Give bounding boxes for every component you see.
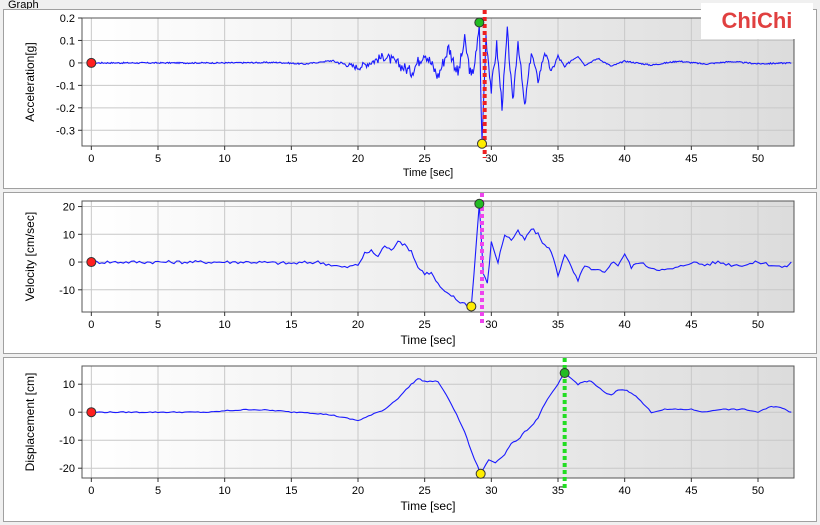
- x-axis-label: Time [sec]: [403, 167, 453, 179]
- x-tick-label: 40: [619, 153, 631, 165]
- plot-area: [82, 366, 794, 478]
- y-tick-label: -0.1: [56, 80, 75, 92]
- velocity-chart-panel: 0 5 10 15 20 25 30 35 40 45 50 20 10 0 -10 Time [sec] Ve…: [3, 192, 817, 354]
- series-line: [90, 203, 792, 307]
- x-tick-label: 30: [485, 319, 497, 331]
- y-tick-label: -20: [59, 463, 75, 475]
- max-marker[interactable]: [559, 368, 570, 378]
- x-tick-label: 20: [352, 319, 364, 331]
- min-marker[interactable]: [475, 468, 486, 479]
- x-tick-label: 35: [552, 153, 564, 165]
- acceleration-chart[interactable]: 0 5 10 15 20 25 30 35 40 45 50 0.2 0.1 0 -0.1 -0.2 -0.3 T…: [4, 10, 816, 188]
- x-tick-label: 25: [419, 319, 431, 331]
- x-tick-label: 0: [88, 153, 94, 165]
- station-logo: ChiChi: [701, 3, 813, 39]
- x-tick-label: 30: [485, 485, 497, 497]
- min-marker[interactable]: [477, 138, 487, 149]
- x-tick-label: 0: [88, 319, 94, 331]
- x-tick-label: 10: [219, 485, 231, 497]
- plot-area: [82, 201, 794, 312]
- y-tick-label: -0.2: [56, 103, 75, 115]
- x-tick-label: 15: [285, 153, 297, 165]
- max-marker[interactable]: [474, 17, 485, 28]
- y-axis-label: Acceleration[g]: [23, 42, 37, 121]
- x-tick-label: 0: [88, 485, 94, 497]
- plot-frame: [81, 365, 795, 479]
- y-tick-label: 0.1: [60, 35, 75, 47]
- min-marker[interactable]: [466, 301, 477, 312]
- y-tick-label: 0: [69, 407, 75, 419]
- y-tick-label: 0: [69, 58, 75, 70]
- x-tick-label: 45: [685, 153, 697, 165]
- start-marker[interactable]: [86, 407, 97, 418]
- plot-frame: [81, 200, 795, 313]
- x-tick-label: 30: [485, 153, 497, 165]
- y-tick-label: 10: [63, 379, 75, 391]
- x-axis-label: Time [sec]: [401, 333, 456, 347]
- y-tick-label: 10: [63, 229, 75, 241]
- plot-area: [82, 18, 794, 146]
- y-tick-label: 20: [63, 202, 75, 214]
- x-axis-label: Time [sec]: [401, 499, 456, 513]
- series-line: [91, 24, 792, 141]
- y-axis-label: Velocity [cm/sec]: [23, 212, 37, 301]
- start-marker[interactable]: [86, 57, 97, 68]
- x-tick-label: 50: [752, 485, 764, 497]
- displacement-chart[interactable]: 0 5 10 15 20 25 30 35 40 45 50 10 0 -10 -20 Time [sec] D…: [4, 358, 816, 521]
- acceleration-chart-panel: 0 5 10 15 20 25 30 35 40 45 50 0.2 0.1 0 -0.1 -0.2 -0.3 T…: [3, 9, 817, 189]
- x-tick-label: 25: [419, 485, 431, 497]
- y-tick-label: 0.2: [60, 13, 75, 25]
- x-tick-label: 5: [155, 485, 161, 497]
- y-tick-label: -0.3: [56, 125, 75, 137]
- series-line: [91, 371, 792, 476]
- groupbox-title: Graph: [6, 0, 41, 11]
- max-marker[interactable]: [474, 198, 485, 209]
- y-tick-label: -10: [59, 435, 75, 447]
- x-tick-label: 10: [219, 319, 231, 331]
- x-tick-label: 40: [619, 485, 631, 497]
- x-tick-label: 25: [419, 153, 431, 165]
- velocity-chart[interactable]: 0 5 10 15 20 25 30 35 40 45 50 20 10 0 -10 Time [sec] Ve…: [4, 193, 816, 353]
- x-tick-label: 20: [352, 485, 364, 497]
- x-tick-label: 40: [619, 319, 631, 331]
- plot-frame: [81, 17, 795, 147]
- y-tick-label: 0: [69, 257, 75, 269]
- x-tick-label: 35: [552, 485, 564, 497]
- x-tick-label: 10: [219, 153, 231, 165]
- start-marker[interactable]: [86, 257, 97, 268]
- x-tick-label: 15: [285, 485, 297, 497]
- x-tick-label: 5: [155, 319, 161, 331]
- x-tick-label: 35: [552, 319, 564, 331]
- y-tick-label: -10: [59, 285, 75, 297]
- displacement-chart-panel: 0 5 10 15 20 25 30 35 40 45 50 10 0 -10 -20 Time [sec] D…: [3, 357, 817, 522]
- x-tick-label: 45: [685, 485, 697, 497]
- y-axis-label: Displacement [cm]: [23, 373, 37, 472]
- x-tick-label: 45: [685, 319, 697, 331]
- x-tick-label: 5: [155, 153, 161, 165]
- x-tick-label: 15: [285, 319, 297, 331]
- x-tick-label: 50: [752, 319, 764, 331]
- x-tick-label: 50: [752, 153, 764, 165]
- x-tick-label: 20: [352, 153, 364, 165]
